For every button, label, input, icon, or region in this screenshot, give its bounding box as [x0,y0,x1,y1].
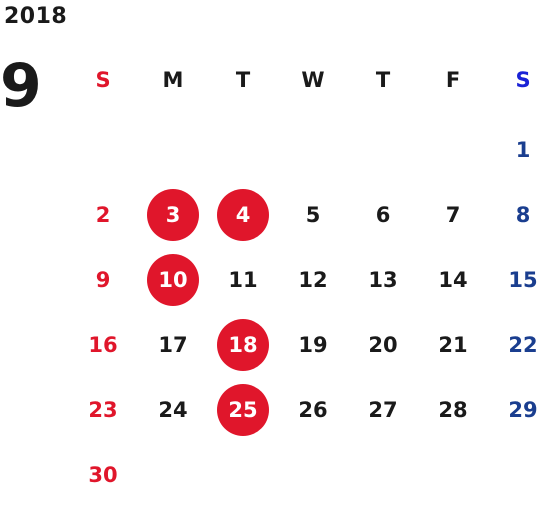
day-cell[interactable]: 24 [138,378,208,442]
week-row: 9 10 11 12 13 14 15 [68,248,548,312]
weekday-header: S M T W T F S [68,48,548,112]
day-number: 26 [298,398,328,422]
weekday-monday: M [162,68,184,92]
week-row: 16 17 18 19 20 21 22 [68,313,548,377]
day-cell[interactable]: 7 [418,183,488,247]
day-number: 17 [158,333,188,357]
day-number: 27 [368,398,398,422]
day-cell[interactable]: 8 [488,183,548,247]
day-cell[interactable]: 13 [348,248,418,312]
day-number: 18 [217,319,269,371]
day-number: 19 [298,333,328,357]
day-number: 15 [508,268,538,292]
week-row: 30 [68,443,548,507]
highlighted-day-cell[interactable]: 25 [208,378,278,442]
day-cell[interactable]: 16 [68,313,138,377]
highlighted-day-cell[interactable]: 10 [138,248,208,312]
day-cell[interactable]: 14 [418,248,488,312]
day-number: 14 [438,268,468,292]
highlighted-day-cell[interactable]: 4 [208,183,278,247]
day-cell[interactable]: 15 [488,248,548,312]
highlighted-day-cell[interactable]: 3 [138,183,208,247]
day-cell[interactable]: 1 [488,118,548,182]
weekday-wednesday: W [301,68,325,92]
day-cell[interactable]: 5 [278,183,348,247]
day-cell[interactable]: 9 [68,248,138,312]
day-cell[interactable]: 29 [488,378,548,442]
day-cell[interactable]: 2 [68,183,138,247]
day-cell[interactable]: 30 [68,443,138,507]
weekday-saturday: S [515,68,531,92]
weekday-sunday: S [95,68,111,92]
day-number: 8 [515,203,531,227]
month-label: 9 [0,51,42,121]
weekday-friday: F [445,68,461,92]
day-number: 4 [217,189,269,241]
day-number: 29 [508,398,538,422]
day-number: 22 [508,333,538,357]
day-cell[interactable]: 17 [138,313,208,377]
weekday-tuesday: T [235,68,251,92]
week-row: 23 24 25 26 27 28 29 [68,378,548,442]
day-number: 3 [147,189,199,241]
day-number: 21 [438,333,468,357]
day-number: 13 [368,268,398,292]
day-number: 20 [368,333,398,357]
day-number: 11 [228,268,258,292]
day-number: 16 [88,333,118,357]
day-cell[interactable]: 6 [348,183,418,247]
day-cell[interactable]: 20 [348,313,418,377]
highlighted-day-cell[interactable]: 18 [208,313,278,377]
day-cell[interactable]: 21 [418,313,488,377]
day-number: 28 [438,398,468,422]
day-number: 30 [88,463,118,487]
day-cell[interactable]: 27 [348,378,418,442]
week-row: 1 [68,118,548,182]
day-cell[interactable]: 19 [278,313,348,377]
day-number: 23 [88,398,118,422]
day-number: 12 [298,268,328,292]
weekday-thursday: T [375,68,391,92]
day-number: 9 [95,268,111,292]
day-cell[interactable]: 12 [278,248,348,312]
day-cell[interactable]: 26 [278,378,348,442]
day-number: 6 [375,203,391,227]
day-number: 7 [445,203,461,227]
day-number: 5 [305,203,321,227]
year-label: 2018 [4,4,68,29]
day-cell[interactable]: 23 [68,378,138,442]
day-cell[interactable]: 28 [418,378,488,442]
day-number: 10 [147,254,199,306]
day-cell[interactable]: 22 [488,313,548,377]
day-cell[interactable]: 11 [208,248,278,312]
day-number: 1 [515,138,531,162]
day-number: 25 [217,384,269,436]
day-number: 24 [158,398,188,422]
day-number: 2 [95,203,111,227]
